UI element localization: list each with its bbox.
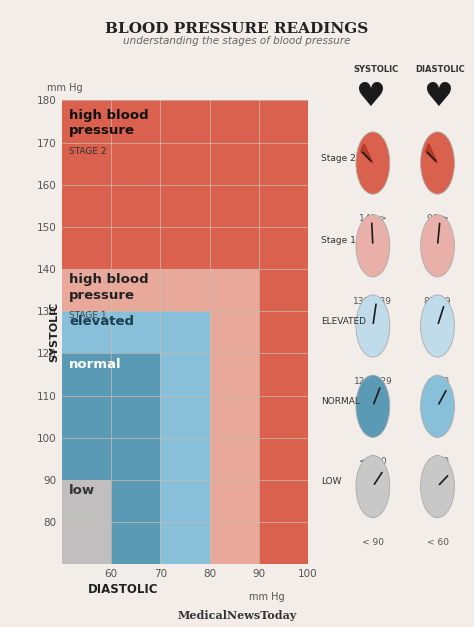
Text: 140 >: 140 > (359, 214, 387, 223)
Text: ELEVATED: ELEVATED (321, 317, 366, 325)
Text: Stage 1: Stage 1 (321, 236, 356, 245)
Text: 120–129: 120–129 (354, 377, 392, 386)
Text: 130–139: 130–139 (353, 297, 392, 306)
Text: SYSTOLIC: SYSTOLIC (49, 302, 59, 362)
Text: normal: normal (69, 357, 122, 371)
Text: understanding the stages of blood pressure: understanding the stages of blood pressu… (123, 36, 351, 46)
Ellipse shape (356, 214, 390, 277)
Text: STAGE 1: STAGE 1 (69, 311, 107, 320)
Text: ♥: ♥ (422, 80, 453, 113)
Text: STAGE 2: STAGE 2 (69, 147, 107, 155)
Text: BLOOD PRESSURE READINGS: BLOOD PRESSURE READINGS (105, 22, 369, 36)
Ellipse shape (356, 295, 390, 357)
Text: mm Hg: mm Hg (47, 83, 83, 93)
Text: 90 >: 90 > (427, 214, 448, 223)
Text: < 60: < 60 (427, 538, 448, 547)
Text: low: low (69, 484, 95, 497)
Text: < 80: < 80 (427, 377, 448, 386)
Text: ♥: ♥ (355, 80, 385, 113)
Ellipse shape (420, 455, 455, 518)
Ellipse shape (356, 132, 390, 194)
Text: Stage 2: Stage 2 (321, 154, 356, 162)
Text: DIASTOLIC: DIASTOLIC (88, 582, 158, 596)
Text: DIASTOLIC: DIASTOLIC (416, 65, 465, 74)
Bar (62, 269, 259, 564)
Bar (62, 311, 210, 564)
Polygon shape (361, 144, 373, 163)
Bar (62, 480, 111, 564)
Ellipse shape (356, 375, 390, 438)
Text: MedicalNewsToday: MedicalNewsToday (177, 609, 297, 621)
Text: < 80: < 80 (427, 458, 448, 466)
Ellipse shape (420, 375, 455, 438)
Text: 80–89: 80–89 (424, 297, 451, 306)
Text: NORMAL: NORMAL (321, 397, 360, 406)
Ellipse shape (420, 132, 455, 194)
Bar (62, 354, 160, 564)
Text: mm Hg: mm Hg (249, 592, 284, 602)
Ellipse shape (420, 295, 455, 357)
Text: elevated: elevated (69, 315, 134, 329)
Text: SYSTOLIC: SYSTOLIC (353, 65, 399, 74)
Polygon shape (426, 144, 438, 163)
Text: LOW: LOW (321, 477, 342, 486)
Text: high blood
pressure: high blood pressure (69, 108, 149, 137)
Ellipse shape (420, 214, 455, 277)
Text: < 90: < 90 (362, 538, 384, 547)
Ellipse shape (356, 455, 390, 518)
Text: high blood
pressure: high blood pressure (69, 273, 149, 302)
Text: < 120: < 120 (359, 458, 387, 466)
